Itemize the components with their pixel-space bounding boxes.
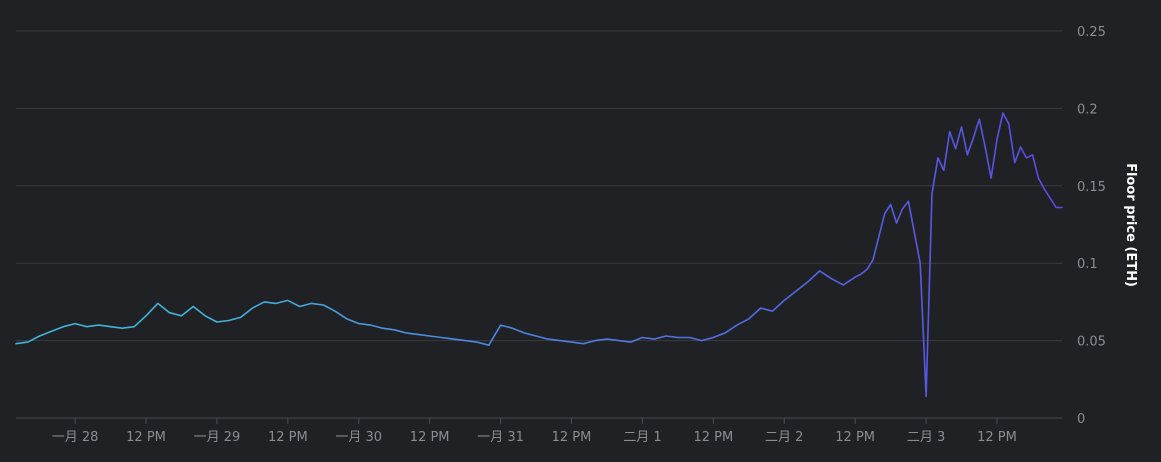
y-tick-label: 0 <box>1077 412 1085 427</box>
x-axis-ticks: 一月 28 12 PM 一月 29 12 PM 一月 30 12 PM 一月 31 12 PM… <box>52 418 1017 445</box>
y-tick-label: 0.25 <box>1077 25 1106 40</box>
x-tick-label: 12 PM <box>835 430 875 445</box>
y-axis-ticks: 0 0.05 0.1 0.15 0.2 0.25 <box>1077 25 1106 427</box>
x-tick-label: 12 PM <box>410 430 450 445</box>
grid-lines <box>16 30 1062 419</box>
x-tick-label: 二月 1 <box>623 430 661 445</box>
x-tick-label: 12 PM <box>693 430 733 445</box>
y-tick-label: 0.2 <box>1077 102 1098 117</box>
y-tick-label: 0.05 <box>1077 335 1106 350</box>
x-tick-label: 二月 3 <box>907 430 945 445</box>
x-tick-label: 12 PM <box>268 430 308 445</box>
x-tick-label: 12 PM <box>126 430 166 445</box>
x-tick-label: 一月 28 <box>52 430 99 445</box>
series-line <box>15 112 1063 398</box>
x-tick-label: 一月 30 <box>335 430 382 445</box>
x-tick-label: 二月 2 <box>765 430 803 445</box>
y-tick-label: 0.1 <box>1077 257 1098 272</box>
series-layer <box>15 112 1063 398</box>
y-axis-title: Floor price (ETH) <box>1123 163 1138 287</box>
y-tick-label: 0.15 <box>1077 180 1106 195</box>
x-tick-label: 12 PM <box>977 430 1017 445</box>
x-tick-label: 一月 29 <box>194 430 241 445</box>
x-tick-label: 12 PM <box>552 430 592 445</box>
x-tick-label: 一月 31 <box>477 430 524 445</box>
